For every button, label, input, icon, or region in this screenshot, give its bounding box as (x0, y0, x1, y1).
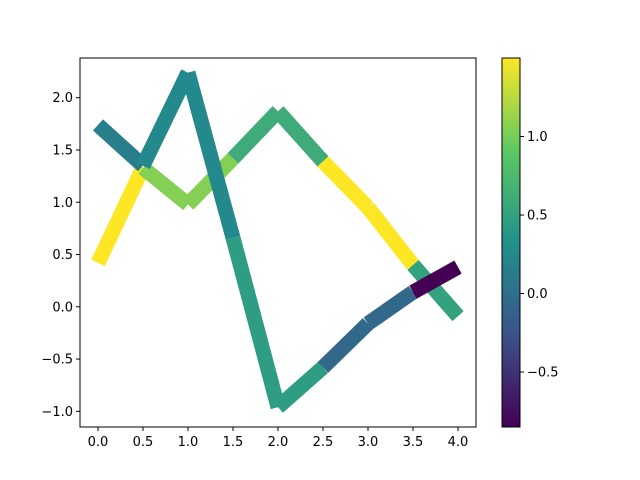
x-tick-label: 3.5 (403, 435, 424, 450)
line-segment-2-3 (180, 70, 241, 240)
line-segment-1-2 (138, 161, 193, 211)
y-tick-label: 0.0 (52, 300, 73, 315)
line-segment-2-1 (92, 119, 149, 172)
y-tick-label: −1.0 (41, 405, 73, 420)
x-tick-label: 3.0 (358, 435, 379, 450)
y-tick-label: 2.0 (52, 91, 73, 106)
y-tick-label: 0.5 (52, 248, 73, 263)
x-tick-label: 1.5 (223, 435, 244, 450)
colorbar: −0.5 0.0 0.5 1.0 (501, 57, 559, 428)
y-axis: −1.0 −0.5 0.0 0.5 1.0 1.5 2.0 (41, 91, 80, 420)
line-segment-2-5 (273, 361, 328, 413)
y-tick-label: 1.0 (52, 196, 73, 211)
x-tick-label: 1.0 (178, 435, 199, 450)
colorbar-tick-label: −0.5 (527, 366, 559, 381)
colorbar-fill (501, 57, 521, 428)
line-segment-1-6 (317, 156, 374, 213)
x-tick-label: 2.0 (268, 435, 289, 450)
y-tick-label: 1.5 (52, 143, 73, 158)
colorbar-tick-label: 1.0 (527, 130, 548, 145)
colorbar-tick-label: 0.5 (527, 209, 548, 224)
line-segment-1-7 (362, 202, 419, 270)
line-segment-1-4 (227, 106, 284, 164)
line-segment-2-8 (409, 260, 462, 299)
x-tick-label: 4.0 (448, 435, 469, 450)
x-tick-label: 0.0 (88, 435, 109, 450)
line-segments (91, 69, 464, 413)
line-segment-1-8 (407, 260, 464, 322)
line-segment-2-7 (363, 285, 418, 330)
colorbar-tick-label: 0.0 (527, 287, 548, 302)
x-axis: 0.0 0.5 1.0 1.5 2.0 2.5 3.0 3.5 4.0 (88, 427, 469, 450)
y-tick-label: −0.5 (41, 353, 73, 368)
line-segment-1-5 (272, 106, 329, 167)
line-segment-2-4 (225, 235, 286, 410)
line-segment-2-6 (317, 318, 374, 373)
line-segment-2-2 (136, 69, 195, 169)
x-tick-label: 2.5 (313, 435, 334, 450)
x-tick-label: 0.5 (133, 435, 154, 450)
line-segment-1-1 (91, 164, 150, 267)
